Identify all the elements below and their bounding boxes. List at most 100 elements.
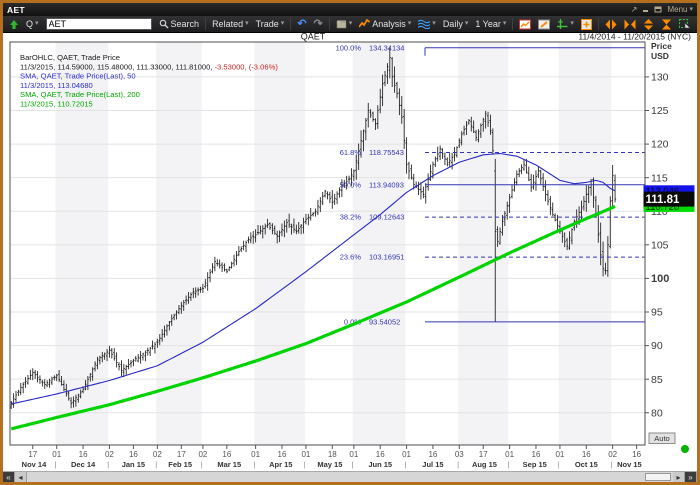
month-separator: | (457, 460, 459, 469)
axis-unit-usd: USD (651, 51, 669, 61)
quote-type-select[interactable]: Q ▾ (23, 17, 42, 31)
y-tick-label: 115 (651, 172, 668, 184)
trade-menu[interactable]: Trade ▾ (253, 17, 288, 31)
caret-icon: ▾ (407, 20, 412, 27)
related-menu[interactable]: Related ▾ (209, 17, 252, 31)
menu-button[interactable]: Menu ▾ (667, 5, 693, 14)
price-axis[interactable]: PriceUSD13012512011511010510095908580 (645, 41, 672, 419)
x-tick-label: 16 (428, 450, 437, 459)
restore-icon[interactable] (654, 6, 662, 13)
axis-settings-button[interactable]: ▾ (554, 17, 577, 31)
month-label: Aug 15 (472, 460, 497, 469)
toolbar-separator (328, 18, 330, 30)
magnifier-icon (159, 19, 169, 29)
scroll-left-button[interactable]: ◂ (15, 472, 27, 482)
legend-line: 11/3/2015, 114.59000, 115.48000, 111.330… (20, 62, 278, 71)
y-tick-label: 80 (651, 407, 663, 419)
ticker-input[interactable] (43, 17, 155, 31)
quote-up-icon[interactable] (6, 17, 22, 31)
events-button[interactable]: ▾ (415, 17, 439, 31)
fib-value-label: 113.94093 (369, 180, 404, 189)
caret-icon: ▾ (689, 5, 693, 13)
zoom-in-button[interactable] (578, 17, 595, 31)
month-separator: | (253, 460, 255, 469)
caret-icon: ▾ (432, 20, 436, 27)
toolbar-separator (597, 18, 599, 30)
chart-area[interactable]: 100.0% 134.34134 61.8% 118.75543 50.0% 113.94… (3, 33, 697, 471)
x-tick-label: 17 (177, 450, 186, 459)
legend-line: SMA, QAET, Trade Price(Last), 200 (20, 90, 140, 99)
window-titlebar[interactable]: AET ↗ Menu ▾ (3, 3, 697, 16)
y-tick-label: 90 (651, 340, 663, 352)
x-tick-label: 17 (28, 450, 37, 459)
related-menu-label: Related (212, 19, 244, 29)
legend-line: 11/3/2015, 110.72015 (20, 100, 93, 109)
undo-button[interactable]: ↶ (294, 17, 309, 31)
scroll-thumb[interactable] (645, 473, 671, 481)
scroll-track[interactable] (27, 472, 673, 482)
auto-scale-button[interactable]: Auto (648, 432, 676, 444)
y-tick-label: 125 (651, 105, 669, 117)
minimize-icon[interactable] (642, 6, 649, 13)
expand-vertical-button[interactable] (640, 17, 657, 31)
month-separator: | (107, 460, 109, 469)
period-select[interactable]: Daily ▾ (440, 17, 472, 31)
toolbar-separator (205, 18, 207, 30)
popout-icon[interactable]: ↗ (630, 4, 638, 14)
expand-horizontal-button[interactable] (602, 17, 620, 31)
fib-pct-label: 50.0% (340, 180, 362, 189)
scroll-right-button[interactable]: ▸ (673, 472, 685, 482)
line-chart-icon (519, 19, 532, 30)
fibonacci-retracement: 100.0% 134.34134 61.8% 118.75543 50.0% 113.94… (336, 43, 645, 326)
month-separator: | (404, 460, 406, 469)
x-tick-label: 01 (301, 450, 310, 459)
more-tools-button[interactable]: » (695, 17, 697, 31)
caret-icon: ▾ (570, 20, 574, 27)
month-label: Nov 15 (617, 460, 642, 469)
x-tick-label: 01 (52, 450, 61, 459)
y-tick-label: 130 (651, 72, 669, 84)
month-separator: | (201, 460, 203, 469)
trade-menu-label: Trade (255, 19, 279, 29)
fib-value-label: 118.75543 (369, 148, 404, 157)
y-tick-label: 105 (651, 239, 669, 251)
analysis-menu[interactable]: Analysis ▾ (356, 17, 414, 31)
annotate-icon (538, 19, 551, 30)
redo-button[interactable]: ↷ (311, 17, 326, 31)
x-tick-label: 02 (198, 450, 207, 459)
caret-icon: ▾ (464, 20, 469, 27)
month-label: May 15 (317, 460, 342, 469)
horizontal-scrollbar[interactable]: « ◂ ▸ » (3, 471, 697, 482)
time-range-button[interactable] (658, 17, 675, 31)
time-axis[interactable]: 17 01 16 02 16 02 17 02 16 01 16 01 18 01 16 01 16 03 17 01… (22, 445, 642, 469)
fib-pct-label: 0.0% (344, 317, 361, 326)
ticker-input[interactable] (45, 18, 152, 30)
collapse-horizontal-button[interactable] (621, 17, 639, 31)
chart-title: QAET (301, 33, 326, 42)
fib-value-label: 109.12643 (369, 213, 404, 222)
annotate-button[interactable] (535, 17, 553, 31)
range-select[interactable]: 1 Year ▾ (472, 17, 509, 31)
y-tick-label: 120 (651, 139, 669, 151)
x-tick-label: 16 (376, 450, 385, 459)
period-select-label: Daily (442, 19, 463, 29)
month-label: Sep 15 (523, 460, 547, 469)
axis-unit-price: Price (651, 41, 672, 51)
sma50-line (11, 152, 616, 405)
month-label: Jun 15 (368, 460, 392, 469)
toolbar-separator (290, 18, 292, 30)
caret-icon: ▾ (35, 20, 39, 27)
chart-type-button[interactable] (516, 17, 534, 31)
auto-label: Auto (654, 434, 669, 443)
scroll-far-right-button[interactable]: » (685, 472, 697, 482)
templates-button[interactable]: ▾ (333, 17, 356, 31)
y-tick-label: 100 (651, 273, 669, 285)
select-region-button[interactable] (676, 17, 694, 31)
legend-line: 11/3/2015, 113.04680 (20, 81, 93, 90)
search-button[interactable]: Search (156, 17, 203, 31)
x-tick-label: 01 (349, 450, 358, 459)
scroll-far-left-button[interactable]: « (3, 472, 15, 482)
month-label: Mar 15 (217, 460, 241, 469)
